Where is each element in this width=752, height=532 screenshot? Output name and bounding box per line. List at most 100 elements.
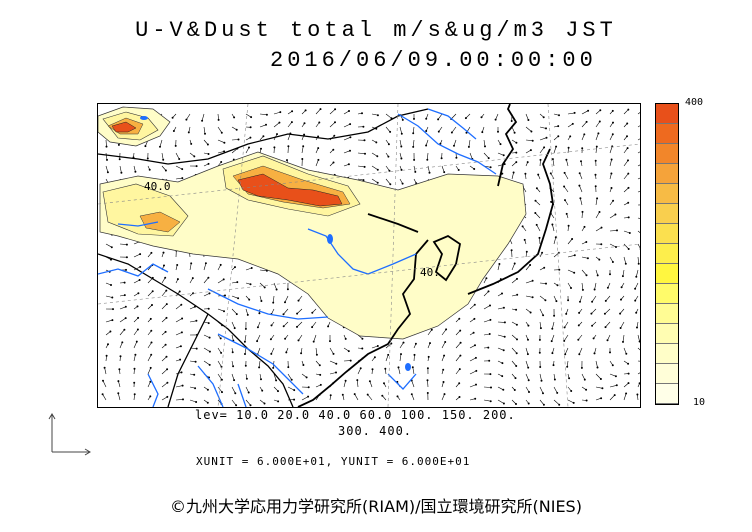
wind-arrow bbox=[244, 347, 247, 355]
wind-arrow-head bbox=[334, 108, 337, 111]
wind-arrow bbox=[104, 367, 107, 375]
wind-arrow-head bbox=[443, 171, 446, 174]
wind-arrow-head bbox=[150, 304, 153, 307]
wind-arrow-head bbox=[265, 123, 268, 126]
wind-arrow-head bbox=[625, 135, 628, 138]
wind-arrow bbox=[455, 355, 461, 362]
wind-arrow bbox=[623, 160, 629, 167]
wind-arrow-head bbox=[400, 145, 403, 148]
wind-arrow-head bbox=[235, 313, 238, 316]
wind-arrow bbox=[161, 369, 168, 375]
wind-arrow-head bbox=[136, 328, 139, 331]
wind-arrow-head bbox=[553, 378, 556, 381]
wind-arrow bbox=[161, 277, 166, 284]
wind-arrow-head bbox=[474, 356, 477, 359]
wind-arrow bbox=[245, 147, 250, 154]
wind-arrow bbox=[567, 238, 573, 245]
wind-arrow-head bbox=[585, 399, 588, 402]
wind-arrow-head bbox=[430, 328, 433, 331]
wind-arrow-head bbox=[286, 288, 289, 291]
wind-arrow bbox=[609, 159, 612, 167]
wind-arrow-head bbox=[596, 197, 599, 200]
wind-arrow bbox=[605, 295, 611, 302]
wind-arrow-head bbox=[531, 296, 534, 299]
wind-arrow bbox=[623, 230, 630, 234]
wind-arrow bbox=[329, 360, 337, 364]
wind-arrow-head bbox=[180, 331, 183, 334]
wind-arrow-head bbox=[515, 141, 518, 144]
wind-arrow-head bbox=[208, 292, 211, 295]
wind-arrow-head bbox=[512, 171, 515, 174]
wind-arrow-head bbox=[376, 155, 379, 158]
wind-arrow bbox=[567, 255, 575, 258]
wind-arrow-head bbox=[538, 338, 541, 341]
wind-arrow bbox=[579, 347, 583, 355]
wind-arrow-head bbox=[500, 292, 503, 295]
wind-arrow-head bbox=[620, 286, 623, 289]
wind-arrow-head bbox=[542, 403, 545, 406]
wind-arrow-head bbox=[598, 211, 601, 214]
wind-arrow-head bbox=[487, 290, 490, 293]
wind-arrow-head bbox=[303, 133, 306, 136]
wind-arrow bbox=[637, 125, 640, 128]
wind-arrow bbox=[119, 329, 125, 336]
wind-arrow-head bbox=[599, 109, 602, 112]
wind-arrow-head bbox=[134, 170, 137, 173]
wind-arrow-head bbox=[515, 338, 518, 341]
wind-arrow-head bbox=[250, 116, 253, 119]
wind-arrow bbox=[637, 177, 640, 180]
wind-arrow bbox=[203, 293, 210, 297]
wind-arrow bbox=[371, 165, 378, 171]
wind-arrow-head bbox=[181, 177, 184, 180]
wind-arrow-head bbox=[302, 145, 305, 148]
wind-arrow-head bbox=[178, 290, 181, 293]
wind-arrow bbox=[245, 308, 249, 315]
wind-arrow-head bbox=[634, 287, 637, 290]
wind-arrow-head bbox=[579, 160, 582, 163]
wind-arrow-head bbox=[428, 342, 431, 345]
wind-arrow-head bbox=[459, 354, 462, 357]
wind-arrow-head bbox=[119, 355, 122, 358]
wind-arrow-head bbox=[137, 292, 140, 295]
wind-arrow bbox=[283, 308, 289, 315]
wind-arrow-head bbox=[363, 139, 366, 142]
wind-arrow-head bbox=[627, 186, 630, 189]
wind-arrow bbox=[231, 148, 238, 154]
wind-arrow-head bbox=[139, 265, 142, 268]
wind-arrow-head bbox=[291, 110, 294, 113]
wind-arrow-head bbox=[181, 317, 184, 320]
wind-arrow-head bbox=[117, 380, 120, 383]
wind-arrow-head bbox=[610, 187, 613, 190]
wind-arrow bbox=[385, 113, 392, 119]
wind-arrow-head bbox=[180, 303, 183, 306]
wind-arrow-head bbox=[635, 326, 638, 329]
wind-arrow bbox=[411, 394, 415, 401]
wind-arrow bbox=[371, 345, 378, 349]
wind-arrow-head bbox=[180, 371, 183, 374]
wind-arrow-head bbox=[139, 253, 142, 256]
wind-arrow-head bbox=[445, 328, 448, 331]
wind-arrow-head bbox=[459, 329, 462, 332]
wind-arrow bbox=[437, 113, 443, 120]
wind-arrow bbox=[231, 399, 237, 406]
wind-arrow bbox=[511, 126, 515, 133]
wind-arrow-head bbox=[311, 326, 314, 329]
wind-arrow bbox=[441, 165, 445, 173]
wind-arrow bbox=[622, 334, 625, 342]
wind-arrow bbox=[497, 334, 505, 338]
wind-arrow bbox=[133, 354, 136, 362]
wind-arrow bbox=[581, 256, 588, 259]
wind-arrow-head bbox=[282, 325, 285, 328]
wind-arrow-head bbox=[307, 395, 310, 398]
wind-arrow bbox=[105, 319, 113, 323]
wind-arrow-head bbox=[437, 130, 440, 133]
wind-arrow-head bbox=[465, 131, 468, 134]
wind-arrow bbox=[271, 347, 275, 355]
wind-arrow-head bbox=[332, 161, 335, 164]
wind-arrow-head bbox=[501, 362, 504, 365]
wind-arrow-head bbox=[207, 276, 210, 279]
wind-arrow bbox=[189, 263, 192, 271]
wind-arrow-head bbox=[502, 349, 505, 352]
wind-arrow-head bbox=[260, 147, 263, 150]
wind-arrow bbox=[217, 139, 225, 143]
